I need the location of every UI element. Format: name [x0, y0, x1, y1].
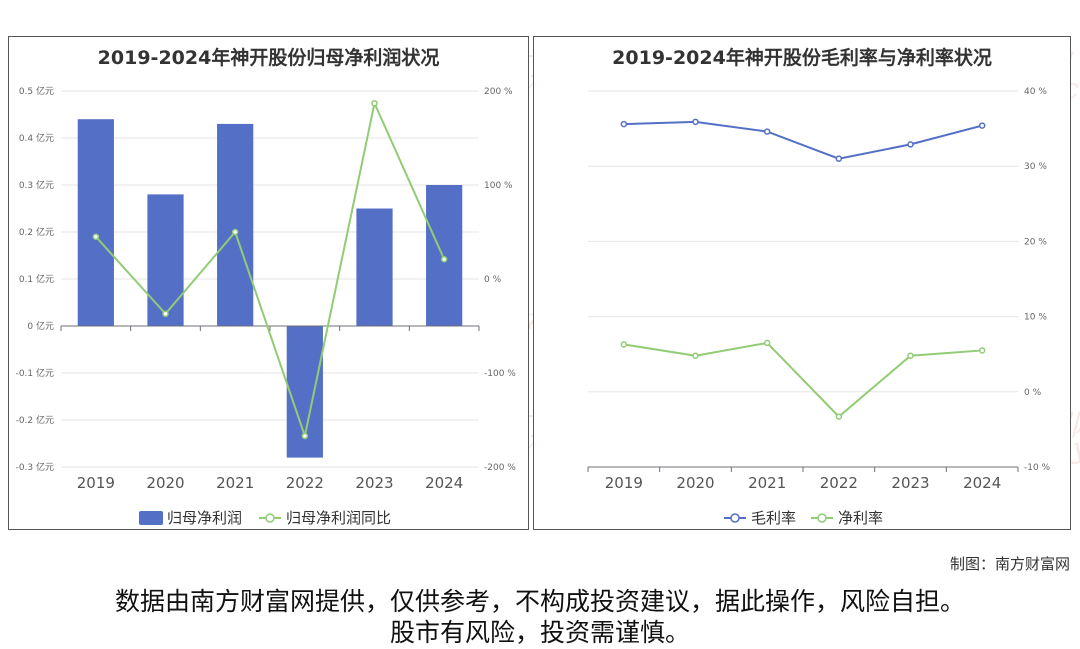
- right-tick-label: 200 %: [484, 87, 513, 97]
- yoy-point-2024: [440, 256, 448, 263]
- left-tick-label: -0.3 亿元: [16, 461, 54, 473]
- right-tick-label: 0 %: [1024, 388, 1042, 398]
- x-tick-label: 2022: [286, 474, 324, 492]
- series-0-point-2021: [763, 128, 771, 135]
- right-tick-label: 20 %: [1024, 237, 1047, 247]
- left-tick-label: -0.2 亿元: [16, 414, 54, 426]
- bar-2021: [217, 123, 254, 327]
- left-tick-label: 0.5 亿元: [19, 85, 54, 97]
- bar-2023: [356, 208, 393, 326]
- disclaimer-line-2: 股市有风险，投资需谨慎。: [389, 618, 690, 647]
- series-1-point-2023: [907, 352, 914, 359]
- x-tick-label: 2024: [425, 474, 463, 492]
- right-tick-label: -100 %: [484, 369, 516, 379]
- legend-label: 净利率: [838, 509, 883, 527]
- series-0-point-2019: [620, 120, 628, 128]
- series-1-point-2021: [763, 339, 771, 347]
- x-tick-label: 2019: [77, 474, 115, 492]
- series-1-point-2020: [692, 352, 699, 359]
- x-tick-label: 2020: [146, 474, 184, 492]
- legend-marker: [817, 513, 827, 523]
- x-tick-label: 2022: [820, 474, 858, 492]
- series-1-point-2024: [978, 347, 986, 354]
- yoy-line: [95, 99, 446, 440]
- series-1-point-2019: [620, 341, 628, 348]
- series-0-point-2020: [692, 118, 699, 126]
- legend-marker: [730, 513, 740, 523]
- yoy-point-2023: [371, 99, 378, 107]
- bar-2024: [426, 185, 463, 326]
- x-tick-label: 2023: [891, 474, 929, 492]
- left-tick-label: 0.1 亿元: [19, 273, 54, 285]
- right-tick-label: -10 %: [1024, 463, 1051, 473]
- series-line-1: [623, 341, 983, 418]
- disclaimer-line-1: 数据由南方财富网提供，仅供参考，不构成投资建议，据此操作，风险自担。: [114, 587, 965, 616]
- yoy-point-2019: [92, 233, 100, 240]
- series-line-0: [623, 120, 983, 160]
- bar-2019: [77, 119, 114, 326]
- right-tick-label: 40 %: [1024, 87, 1047, 97]
- legend-label: 归母净利润: [167, 509, 242, 527]
- x-tick-label: 2019: [605, 474, 643, 492]
- yoy-point-2021: [231, 228, 239, 236]
- x-tick-label: 2024: [963, 474, 1001, 492]
- margin-chart-panel: 40 % 30 % 20 % 10 % 0 % -10 % 2019 2020 2021 2022…: [533, 36, 1071, 530]
- chart-credit: 制图：南方财富网: [949, 555, 1070, 573]
- right-tick-label: 0 %: [484, 275, 502, 285]
- legend-bar-swatch: [139, 511, 163, 525]
- x-tick-label: 2021: [748, 474, 786, 492]
- left-tick-label: -0.1 亿元: [16, 367, 54, 379]
- left-tick-label: 0.2 亿元: [19, 226, 54, 238]
- right-tick-label: -200 %: [484, 463, 516, 473]
- x-tick-label: 2021: [216, 474, 254, 492]
- left-tick-label: 0.4 亿元: [19, 132, 54, 144]
- right-tick-label: 10 %: [1024, 313, 1047, 323]
- series-0-point-2023: [907, 141, 914, 148]
- chart-title: 2019-2024年神开股份毛利率与净利率状况: [612, 47, 992, 69]
- series-0-point-2024: [978, 122, 986, 129]
- yoy-point-2020: [162, 310, 169, 318]
- net-profit-chart: 0.5 亿元 0.4 亿元 0.3 亿元 0.2 亿元 0.1 亿元 0 亿元 -0.1 亿…: [16, 85, 517, 527]
- legend-label: 毛利率: [751, 509, 796, 527]
- net-profit-chart-panel: 0.5 亿元 0.4 亿元 0.3 亿元 0.2 亿元 0.1 亿元 0 亿元 -0.1 亿…: [8, 36, 529, 530]
- series-0-point-2022: [835, 155, 843, 162]
- right-tick-label: 30 %: [1024, 162, 1047, 172]
- margin-chart: 40 % 30 % 20 % 10 % 0 % -10 % 2019 2020 2021 2022…: [587, 87, 1051, 527]
- chart-title: 2019-2024年神开股份归母净利润状况: [97, 47, 440, 69]
- left-tick-label: 0.3 亿元: [19, 179, 54, 191]
- right-tick-label: 100 %: [484, 181, 513, 191]
- yoy-point-2022: [301, 432, 309, 440]
- series-1-point-2022: [835, 413, 843, 420]
- legend-label: 归母净利润同比: [286, 509, 391, 527]
- legend-marker: [265, 513, 275, 523]
- x-tick-label: 2023: [355, 474, 393, 492]
- bar-2020: [147, 194, 184, 326]
- left-tick-label: 0 亿元: [27, 320, 54, 332]
- x-tick-label: 2020: [676, 474, 714, 492]
